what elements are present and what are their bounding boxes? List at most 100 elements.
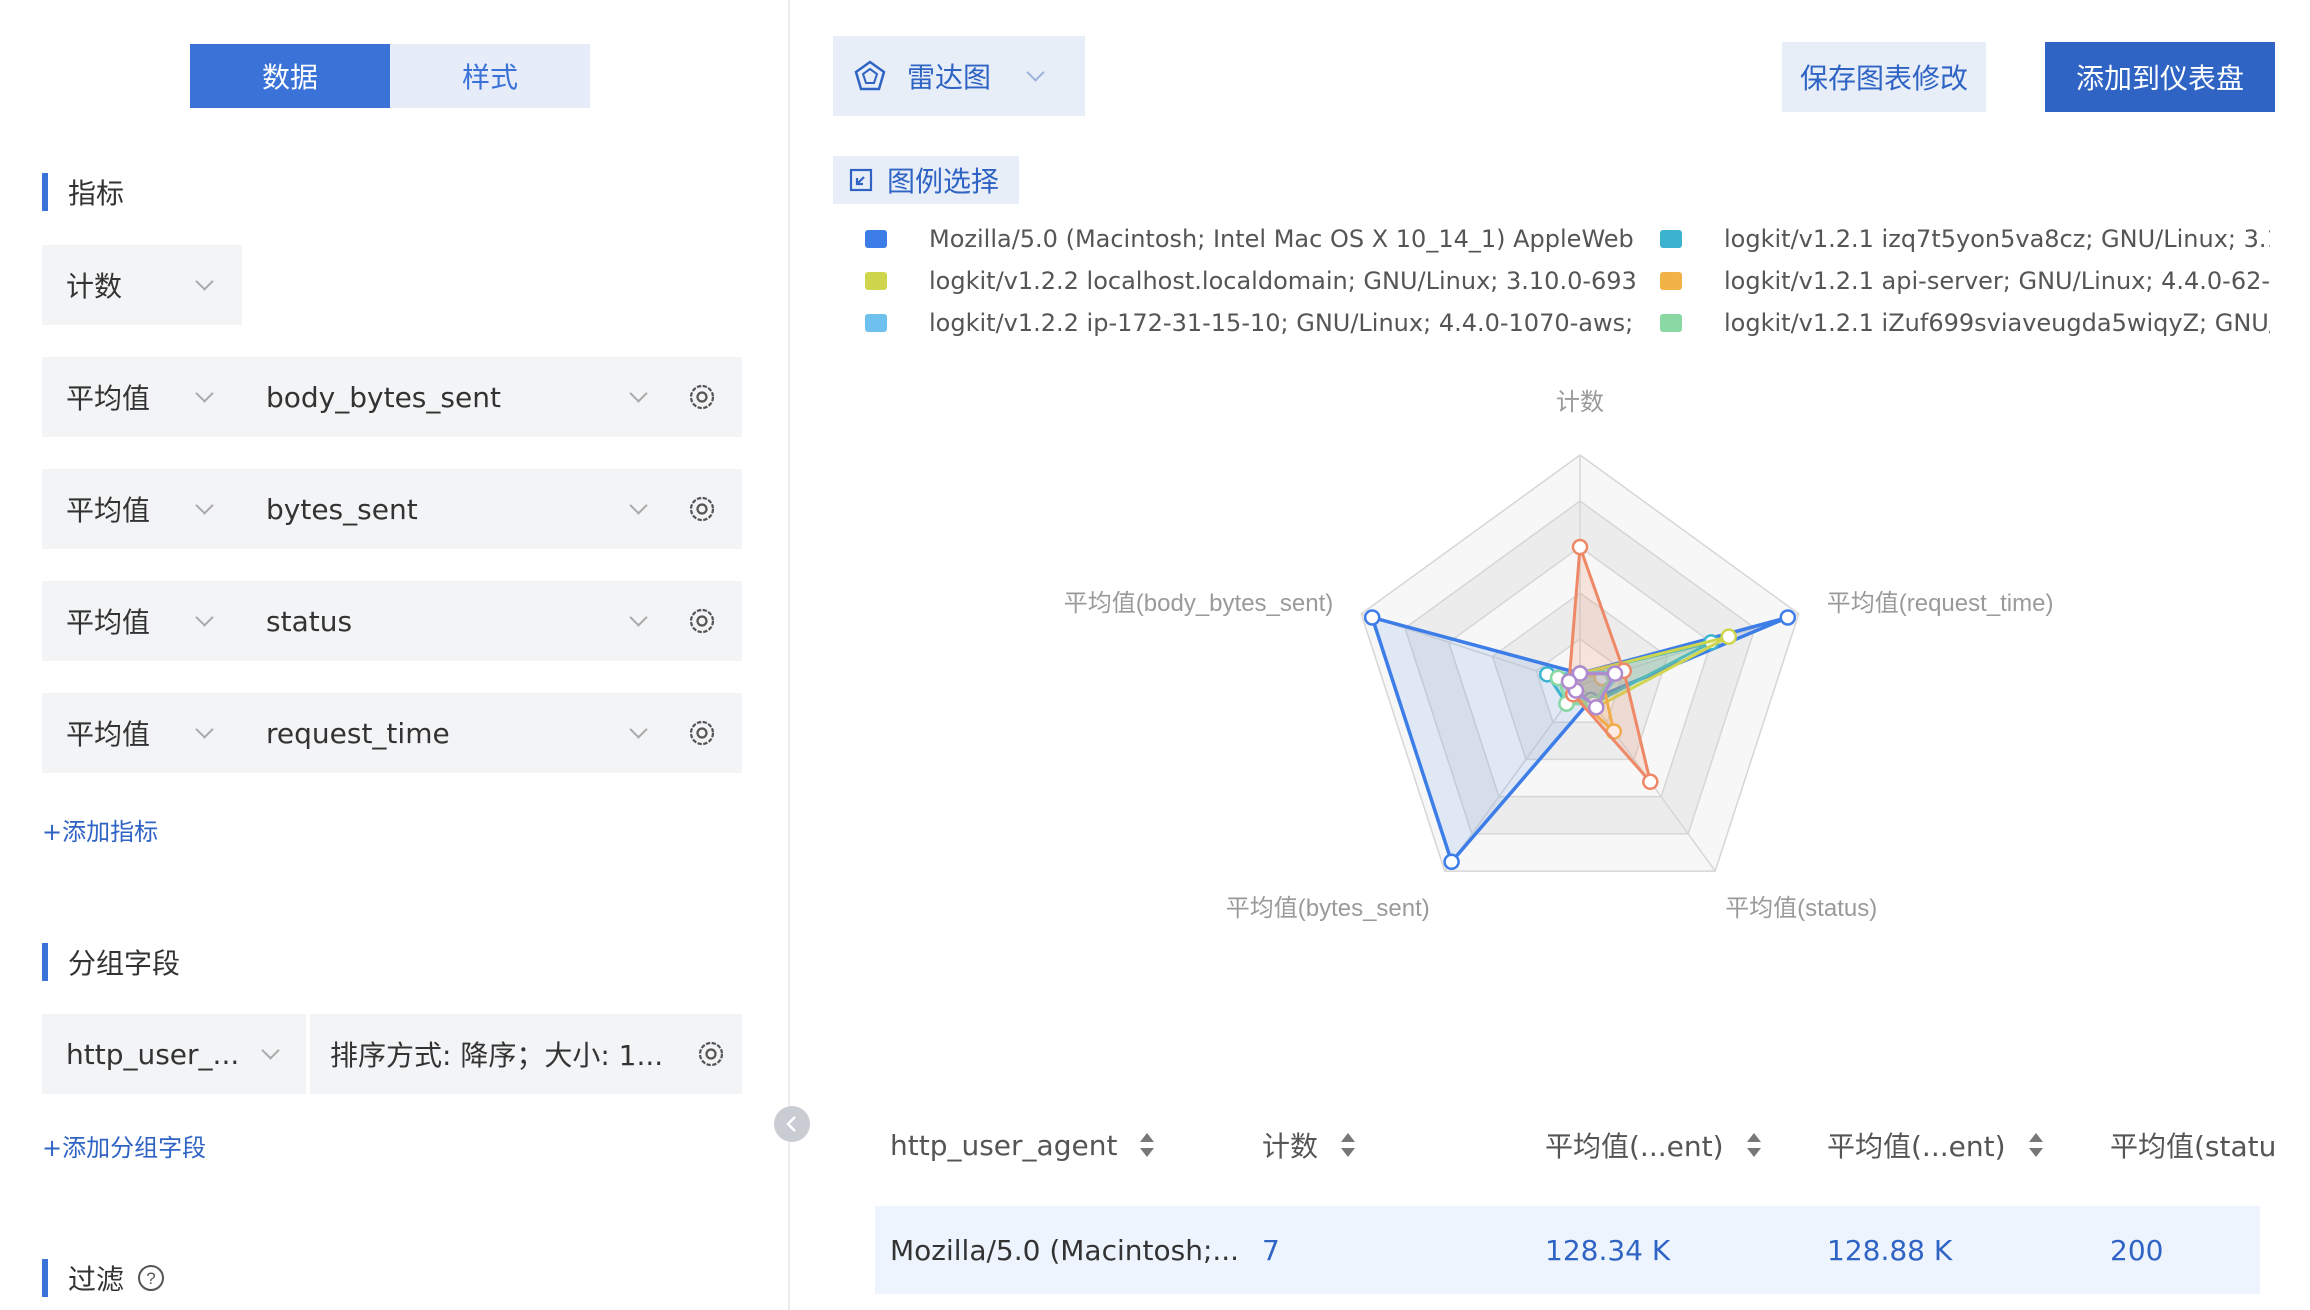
group-field-select[interactable]: http_user_... <box>42 1014 306 1094</box>
legend-item[interactable]: logkit/v1.2.2 ip-172-31-15-10; GNU/Linux… <box>865 306 1635 340</box>
table-header[interactable]: http_user_agent <box>890 1110 1155 1180</box>
pentagon-radar-icon <box>854 60 886 91</box>
metric-field-label[interactable]: bytes_sent <box>266 492 418 526</box>
chevron-down-icon <box>261 1041 280 1060</box>
chevron-down-icon[interactable] <box>195 384 214 403</box>
legend-item[interactable]: logkit/v1.2.2 localhost.localdomain; GNU… <box>865 264 1635 298</box>
chevron-down-icon[interactable] <box>629 608 648 627</box>
legend-item[interactable]: logkit/v1.2.1 iZuf699sviaveugda5wiqyZ; G… <box>1660 306 2270 340</box>
radar-indicator-label: 平均值(status) <box>1725 895 1877 922</box>
metric-row: 平均值 status <box>42 581 742 661</box>
count-select[interactable]: 计数 <box>42 245 242 325</box>
table-row[interactable] <box>875 1206 2260 1294</box>
metric-field-label[interactable]: status <box>266 604 353 638</box>
add-group-link[interactable]: +添加分组字段 <box>42 1134 207 1162</box>
add-to-dashboard-button[interactable]: 添加到仪表盘 <box>2045 42 2275 112</box>
table-header-label: 平均值(...ent) <box>1827 1130 2006 1163</box>
metric-row: 平均值 request_time <box>42 693 742 773</box>
chevron-down-icon[interactable] <box>629 384 648 403</box>
table-header-label: 平均值(...ent) <box>1545 1130 1724 1163</box>
legend-item[interactable]: Mozilla/5.0 (Macintosh; Intel Mac OS X 1… <box>865 222 1635 256</box>
table-header[interactable]: 平均值(...ent) <box>1827 1110 2044 1180</box>
tab-data[interactable]: 数据 <box>190 44 390 108</box>
chart-type-select[interactable]: 雷达图 <box>833 36 1085 116</box>
group-title: 分组字段 <box>68 947 181 980</box>
legend-label: logkit/v1.2.1 izq7t5yon5va8cz; GNU/Linux… <box>1724 225 2270 253</box>
radar-point <box>1571 665 1589 682</box>
table-header[interactable]: 平均值(statu <box>2110 1110 2276 1180</box>
tab-style[interactable]: 样式 <box>390 44 590 108</box>
save-chart-button[interactable]: 保存图表修改 <box>1782 42 1986 112</box>
legend-swatch <box>865 230 887 248</box>
agg-select-label[interactable]: 平均值 <box>66 382 151 415</box>
expand-icon <box>849 168 873 192</box>
legend-label: logkit/v1.2.2 localhost.localdomain; GNU… <box>929 267 1635 295</box>
radar-point <box>1587 699 1605 716</box>
mode-tabs: 数据 样式 <box>190 44 590 108</box>
add-metric-link[interactable]: +添加指标 <box>42 818 159 846</box>
gear-icon[interactable] <box>696 1039 726 1069</box>
radar-point <box>1363 609 1381 626</box>
chevron-down-icon[interactable] <box>629 496 648 515</box>
table-cell: 128.88 K <box>1827 1233 1953 1267</box>
radar-point <box>1720 628 1737 645</box>
radar-point <box>1443 853 1460 871</box>
sort-icon[interactable] <box>1139 1131 1155 1159</box>
group-sort-setting[interactable]: 排序方式: 降序；大小: 1... <box>310 1014 742 1094</box>
metric-row: 平均值 body_bytes_sent <box>42 357 742 437</box>
metrics-title: 指标 <box>68 177 125 210</box>
sort-icon[interactable] <box>2028 1131 2044 1159</box>
svg-text:?: ? <box>146 1269 155 1288</box>
table-cell: 200 <box>2110 1233 2164 1267</box>
radar-series-area <box>1567 546 1652 783</box>
table-cell: 7 <box>1262 1233 1280 1267</box>
table-header-label: 平均值(statu <box>2110 1130 2277 1163</box>
chart-type-label: 雷达图 <box>907 61 992 94</box>
radar-indicator-label: 计数 <box>1556 389 1604 416</box>
radar-indicator-label: 平均值(body_bytes_sent) <box>1064 590 1333 617</box>
collapse-panel-button[interactable] <box>774 1106 810 1142</box>
filter-title: 过滤 <box>68 1263 125 1296</box>
agg-select-label[interactable]: 平均值 <box>66 718 151 751</box>
count-select-label: 计数 <box>66 270 123 303</box>
metric-field-label[interactable]: request_time <box>266 716 450 750</box>
chevron-down-icon <box>1026 63 1045 82</box>
legend-select-label: 图例选择 <box>887 165 1000 198</box>
radar-series-area <box>1369 614 1789 866</box>
legend-select-button[interactable]: 图例选择 <box>833 156 1019 204</box>
chevron-down-icon[interactable] <box>195 720 214 739</box>
table-header-label: http_user_agent <box>890 1128 1118 1162</box>
chevron-left-icon <box>786 1116 796 1132</box>
legend-swatch <box>1660 272 1682 290</box>
sort-icon[interactable] <box>1746 1131 1762 1159</box>
chevron-down-icon[interactable] <box>629 720 648 739</box>
table-cell: 128.34 K <box>1545 1233 1671 1267</box>
chevron-down-icon[interactable] <box>195 496 214 515</box>
legend-item[interactable]: logkit/v1.2.1 izq7t5yon5va8cz; GNU/Linux… <box>1660 222 2270 256</box>
gear-icon[interactable] <box>687 494 717 524</box>
gear-icon[interactable] <box>687 382 717 412</box>
radar-point <box>1560 673 1578 690</box>
legend-item[interactable]: logkit/v1.2.1 api-server; GNU/Linux; 4.4… <box>1660 264 2270 298</box>
sort-icon[interactable] <box>1340 1131 1356 1159</box>
agg-select-label[interactable]: 平均值 <box>66 606 151 639</box>
radar-indicator-label: 平均值(bytes_sent) <box>1226 895 1430 922</box>
table-header[interactable]: 平均值(...ent) <box>1545 1110 1762 1180</box>
radar-point <box>1571 538 1589 556</box>
radar-point <box>1606 665 1624 682</box>
legend-swatch <box>1660 314 1682 332</box>
legend-label: logkit/v1.2.1 iZuf699sviaveugda5wiqyZ; G… <box>1724 309 2270 337</box>
question-circle-icon[interactable]: ? <box>136 1263 166 1293</box>
table-cell: Mozilla/5.0 (Macintosh;... <box>890 1233 1240 1267</box>
legend-swatch <box>1660 230 1682 248</box>
config-panel: 数据 样式 指标 计数 平均值 body_bytes_sent 平均值 bytes_s… <box>0 0 790 1310</box>
radar-point <box>1642 773 1659 791</box>
legend-label: logkit/v1.2.1 api-server; GNU/Linux; 4.4… <box>1724 267 2270 295</box>
gear-icon[interactable] <box>687 718 717 748</box>
chevron-down-icon[interactable] <box>195 608 214 627</box>
metric-field-label[interactable]: body_bytes_sent <box>266 380 501 414</box>
gear-icon[interactable] <box>687 606 717 636</box>
table-header[interactable]: 计数 <box>1262 1110 1356 1180</box>
agg-select-label[interactable]: 平均值 <box>66 494 151 527</box>
radar-indicator-label: 平均值(request_time) <box>1827 590 2054 617</box>
